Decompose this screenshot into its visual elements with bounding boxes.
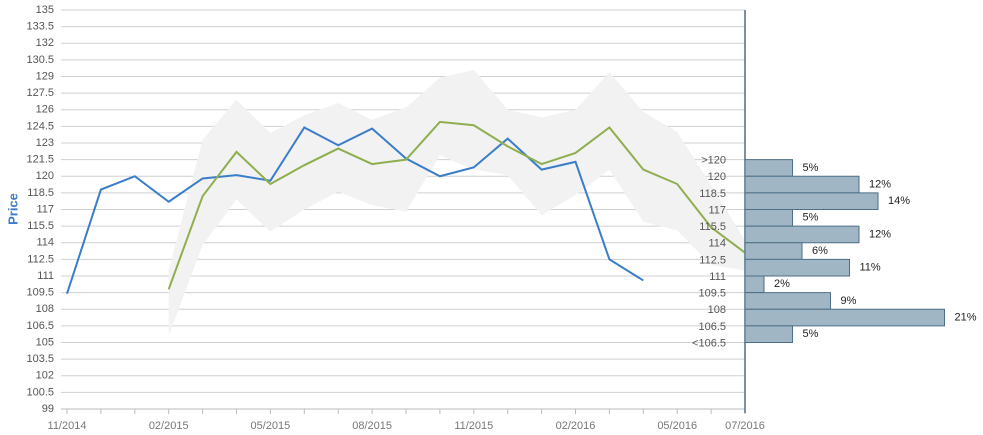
y-tick-label: 126 <box>36 104 54 116</box>
dist-bar <box>744 242 803 260</box>
dist-label: 115.5 <box>699 221 726 233</box>
y-tick-label: 114 <box>36 237 54 249</box>
y-tick-label: 117 <box>36 203 54 215</box>
y-tick-label: 112.5 <box>27 253 54 265</box>
dist-label: 108 <box>708 304 726 316</box>
dist-bar <box>744 209 793 227</box>
dist-value-label: 5% <box>803 212 819 224</box>
y-tick-label: 105 <box>36 336 54 348</box>
x-tick-label: 11/2015 <box>454 420 493 432</box>
y-tick-label: 124.5 <box>26 120 54 132</box>
x-tick-label: 02/2016 <box>556 420 596 432</box>
dist-label: <106.5 <box>692 337 726 349</box>
x-tick-label: 08/2015 <box>352 420 392 432</box>
y-tick-label: 118.5 <box>27 187 54 199</box>
x-tick-label: 05/2016 <box>657 420 697 432</box>
y-tick-label: 135 <box>36 4 54 16</box>
dist-label: 117 <box>708 204 726 216</box>
x-tick-label: 02/2015 <box>149 420 189 432</box>
dist-value-label: 11% <box>860 262 881 274</box>
dist-bar <box>744 275 765 294</box>
price-line <box>167 120 746 290</box>
dist-value-label: 2% <box>774 278 790 290</box>
dist-bar <box>744 325 793 343</box>
y-tick-label: 109.5 <box>26 287 54 299</box>
dist-value-label: 6% <box>812 245 828 257</box>
y-tick-label: 132 <box>36 37 54 49</box>
y-tick-label: 115.5 <box>27 220 54 232</box>
dist-label: 120 <box>708 171 726 183</box>
y-tick-label: 100.5 <box>26 386 54 398</box>
dist-label: 111 <box>709 271 726 283</box>
y-tick-label: 129 <box>36 70 54 82</box>
dist-label: >120 <box>701 155 726 167</box>
y-tick-label: 103.5 <box>26 353 54 365</box>
y-tick-label: 106.5 <box>26 320 54 332</box>
x-tick-label: 11/2014 <box>48 420 87 432</box>
y-tick-label: 123 <box>36 137 54 149</box>
price-line <box>66 126 644 295</box>
x-tick-label: 07/2016 <box>725 420 765 432</box>
dist-value-label: 5% <box>803 162 819 174</box>
dist-label: 106.5 <box>698 321 726 333</box>
dist-label: 118.5 <box>699 188 726 200</box>
y-tick-label: 130.5 <box>26 54 54 66</box>
dist-bar <box>744 308 945 327</box>
y-tick-label: 108 <box>36 303 54 315</box>
dist-value-label: 14% <box>888 195 910 207</box>
dist-value-label: 9% <box>841 295 857 307</box>
y-tick-label: 102 <box>36 370 54 382</box>
dist-label: 112.5 <box>699 254 726 266</box>
dist-value-label: 12% <box>869 178 891 190</box>
dist-bar <box>744 225 860 244</box>
dist-bar <box>744 292 831 310</box>
dist-bar <box>744 192 879 210</box>
dist-value-label: 5% <box>803 328 819 340</box>
range-band <box>168 69 745 336</box>
dist-value-label: 12% <box>869 228 891 240</box>
dist-label: 114 <box>708 238 726 250</box>
y-axis-title: Price <box>5 193 20 225</box>
dist-label: 109.5 <box>698 288 726 300</box>
y-tick-label: 133.5 <box>26 21 54 33</box>
y-tick-label: 99 <box>42 403 54 415</box>
y-tick-label: 111 <box>37 270 54 282</box>
y-tick-label: 127.5 <box>26 87 54 99</box>
dist-bar <box>744 175 860 194</box>
dist-bar <box>744 159 793 177</box>
dist-value-label: 21% <box>955 311 977 323</box>
dist-bar <box>744 258 850 277</box>
y-tick-label: 120 <box>36 170 54 182</box>
x-tick-label: 05/2015 <box>251 420 291 432</box>
y-tick-label: 121.5 <box>26 154 54 166</box>
